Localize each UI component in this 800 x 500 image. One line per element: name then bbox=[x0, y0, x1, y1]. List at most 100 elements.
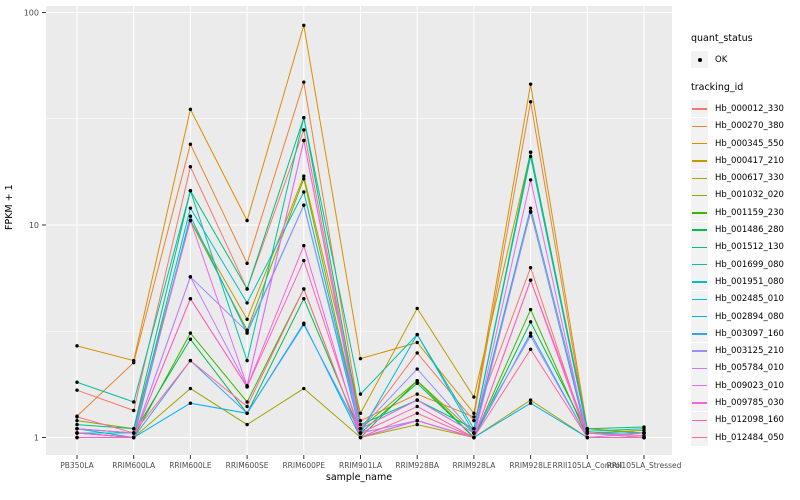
x-tick-label: RRIM600LE bbox=[169, 461, 212, 470]
data-point bbox=[358, 422, 363, 427]
data-point bbox=[302, 322, 306, 327]
data-point bbox=[472, 395, 476, 399]
data-point bbox=[472, 418, 476, 423]
legend-line-swatch bbox=[692, 315, 707, 318]
data-point bbox=[415, 379, 419, 383]
legend-key-box bbox=[691, 308, 708, 325]
legend-line-swatch bbox=[692, 281, 707, 283]
legend-key-box bbox=[691, 290, 708, 308]
legend-item: Hb_001512_130 bbox=[691, 238, 799, 256]
legend-key-box bbox=[691, 359, 708, 377]
legend-key-box bbox=[691, 221, 708, 239]
legend-item-label: OK bbox=[715, 54, 728, 65]
legend-key-box bbox=[691, 238, 708, 256]
legend-item-label: Hb_000345_550 bbox=[715, 138, 784, 149]
legend-item-label: Hb_000012_330 bbox=[715, 103, 784, 114]
data-point bbox=[188, 296, 193, 301]
data-point bbox=[358, 431, 363, 435]
legend-key-box bbox=[691, 273, 708, 291]
data-point bbox=[245, 218, 249, 223]
x-tick-label: RRIM600PE bbox=[282, 461, 325, 470]
x-tick-label: RRIM928LE bbox=[509, 461, 552, 470]
data-point bbox=[75, 435, 79, 440]
data-point bbox=[75, 418, 79, 423]
legend-item: Hb_001159_230 bbox=[691, 204, 799, 222]
legend-key-box bbox=[691, 117, 708, 135]
data-point bbox=[358, 356, 363, 361]
data-point bbox=[415, 392, 419, 396]
data-point bbox=[302, 80, 306, 84]
legend-key-box bbox=[691, 325, 708, 343]
data-point bbox=[528, 209, 533, 214]
data-point bbox=[188, 189, 193, 193]
legend-item-label: Hb_000617_330 bbox=[715, 173, 784, 184]
legend-item: Hb_012484_050 bbox=[691, 429, 799, 447]
data-point bbox=[302, 287, 306, 291]
data-point bbox=[472, 415, 476, 419]
legend-item-label: Hb_001699_080 bbox=[715, 259, 784, 270]
data-point bbox=[75, 380, 79, 384]
data-point bbox=[642, 427, 646, 431]
data-point bbox=[245, 301, 249, 305]
data-point bbox=[132, 431, 136, 435]
data-point bbox=[528, 150, 533, 154]
legend-section-gap bbox=[691, 68, 799, 82]
legend-line-swatch bbox=[692, 194, 707, 197]
legend-item: Hb_002485_010 bbox=[691, 290, 799, 308]
data-point bbox=[415, 381, 419, 385]
legend-key-box bbox=[691, 342, 708, 360]
data-point bbox=[528, 398, 533, 402]
x-axis-title: sample_name bbox=[325, 472, 393, 483]
data-point bbox=[528, 334, 533, 338]
data-point bbox=[415, 367, 419, 371]
data-point bbox=[302, 258, 306, 263]
data-point bbox=[132, 358, 136, 363]
data-point bbox=[188, 218, 193, 223]
x-tick-label: RRIM600SE bbox=[226, 461, 269, 470]
data-point bbox=[132, 427, 136, 431]
data-point bbox=[75, 422, 79, 427]
data-point bbox=[245, 329, 249, 334]
data-point bbox=[188, 206, 193, 210]
legend-line-swatch bbox=[692, 160, 707, 162]
data-point bbox=[245, 411, 249, 415]
data-point bbox=[188, 142, 193, 146]
data-point bbox=[245, 400, 249, 404]
data-point bbox=[642, 435, 646, 440]
data-point bbox=[415, 340, 419, 345]
data-point bbox=[472, 427, 476, 431]
data-point bbox=[75, 344, 79, 348]
data-point bbox=[415, 332, 419, 337]
data-point bbox=[415, 422, 419, 427]
data-point bbox=[188, 337, 193, 341]
legend-item: Hb_001699_080 bbox=[691, 256, 799, 274]
data-point bbox=[302, 174, 306, 178]
data-point bbox=[302, 128, 306, 132]
data-point bbox=[528, 100, 533, 104]
data-point bbox=[528, 307, 533, 312]
legend-item: Hb_001032_020 bbox=[691, 186, 799, 204]
legend-item-label: Hb_001159_230 bbox=[715, 207, 784, 218]
legend-item-label: Hb_003125_210 bbox=[715, 346, 784, 357]
data-point bbox=[528, 82, 533, 86]
legend-item-label: Hb_002894_080 bbox=[715, 311, 784, 322]
legend-key-box bbox=[691, 429, 708, 447]
x-tick-label: RRII105LA_Control bbox=[553, 461, 623, 470]
legend-item-label: Hb_000417_210 bbox=[715, 155, 784, 166]
data-point bbox=[302, 203, 306, 207]
legend-item-label: Hb_000270_380 bbox=[715, 121, 784, 132]
data-point bbox=[302, 243, 306, 248]
legend-key-box bbox=[691, 377, 708, 395]
legend-item: Hb_000012_330 bbox=[691, 100, 799, 118]
legend-key-box bbox=[691, 100, 708, 118]
x-tick-label: RRIM928LA bbox=[452, 461, 496, 470]
data-point bbox=[132, 435, 136, 440]
data-point bbox=[188, 386, 193, 391]
data-point bbox=[472, 435, 476, 440]
data-point bbox=[528, 265, 533, 270]
data-point bbox=[245, 317, 249, 321]
y-tick-label: 1 bbox=[34, 434, 39, 443]
legend-line-swatch bbox=[692, 229, 707, 231]
data-point bbox=[75, 431, 79, 435]
